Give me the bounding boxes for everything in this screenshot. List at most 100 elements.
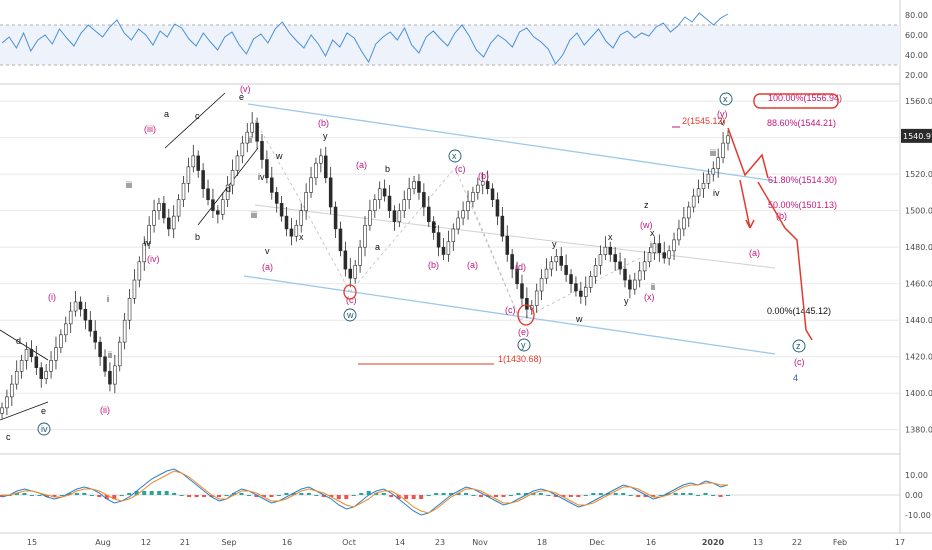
connector-line bbox=[469, 199, 521, 321]
macd-hist-bar bbox=[14, 493, 19, 495]
candle-body bbox=[93, 330, 97, 343]
macd-hist-bar bbox=[187, 495, 192, 497]
wave-label-z: z bbox=[644, 200, 649, 210]
macd-hist-bar bbox=[696, 495, 701, 496]
candle-body bbox=[441, 246, 446, 255]
candle-body bbox=[490, 188, 495, 201]
candle-body bbox=[525, 297, 529, 310]
wave-label-iv: iv bbox=[144, 238, 151, 248]
x-tick-label: 13 bbox=[753, 538, 763, 547]
wave-label-i: i bbox=[107, 294, 109, 304]
candle-body bbox=[471, 192, 475, 202]
macd-hist-bar bbox=[119, 495, 124, 496]
macd-hist-bar bbox=[74, 493, 79, 495]
candle-body bbox=[68, 310, 73, 325]
candle-body bbox=[181, 182, 186, 201]
candle-body bbox=[230, 170, 235, 186]
x-tick-label: Nov bbox=[472, 538, 488, 547]
rsi-tick-label: 60.00 bbox=[905, 31, 928, 40]
wave-label-d: d bbox=[16, 336, 21, 346]
macd-hist-bar bbox=[486, 495, 491, 497]
candle-body bbox=[211, 199, 215, 211]
candle-body bbox=[628, 279, 632, 290]
macd-hist-bar bbox=[434, 493, 439, 495]
candle-body bbox=[0, 407, 4, 414]
wave-label-iv: iv bbox=[713, 188, 720, 198]
macd-hist-bar bbox=[149, 491, 154, 495]
candle-body bbox=[539, 277, 544, 292]
fib-label: 2(1545.12) bbox=[682, 116, 726, 126]
macd-hist-bar bbox=[0, 495, 4, 497]
circled-wave-iv bbox=[37, 422, 51, 436]
price-tick-label: 1420.00 bbox=[905, 353, 932, 362]
candle-body bbox=[618, 261, 622, 270]
candle-body bbox=[691, 195, 696, 208]
candle-body bbox=[279, 203, 284, 217]
connector-line bbox=[519, 257, 641, 321]
macd-hist-bar bbox=[703, 493, 708, 495]
candle-body bbox=[407, 188, 411, 201]
wave-label-b: b bbox=[195, 232, 200, 242]
fib-label: 50.00%(1501.13) bbox=[768, 200, 837, 210]
macd-hist-bar bbox=[261, 495, 266, 497]
macd-hist-bar bbox=[479, 495, 484, 497]
wave-label-e: e bbox=[41, 406, 46, 416]
candle-body bbox=[397, 210, 402, 222]
candle-body bbox=[220, 199, 225, 215]
macd-hist-bar bbox=[127, 493, 132, 495]
macd-hist-bar bbox=[59, 495, 64, 496]
macd-hist-bar bbox=[583, 495, 588, 496]
candlestick-series: 1560.001540.001520.001500.001480.001460.… bbox=[0, 97, 932, 435]
wave-label-w: w bbox=[575, 314, 583, 324]
candle-body bbox=[167, 217, 171, 230]
macd-panel: 10.00 0.00 -10.00 bbox=[0, 468, 931, 520]
candle-body bbox=[59, 334, 63, 348]
candle-body bbox=[686, 206, 691, 219]
macd-hist-bar bbox=[104, 495, 109, 499]
wave-label-(a): (a) bbox=[467, 260, 478, 270]
wave-label-ii: ii bbox=[108, 350, 112, 360]
wave-label-(c): (c) bbox=[346, 295, 357, 305]
candle-body bbox=[633, 279, 637, 290]
candle-body bbox=[574, 283, 578, 292]
candle-body bbox=[368, 210, 372, 226]
candle-body bbox=[637, 270, 642, 281]
wedge-line bbox=[0, 401, 49, 421]
candle-body bbox=[466, 201, 470, 211]
wave-label-d: d bbox=[226, 184, 231, 194]
macd-hist-bar bbox=[37, 495, 42, 496]
macd-hist-bar bbox=[142, 491, 147, 495]
candle-body bbox=[122, 319, 127, 343]
wave-label-(b): (b) bbox=[428, 260, 439, 270]
circled-wave-x bbox=[719, 92, 733, 106]
wave-label-(iii): (iii) bbox=[144, 124, 156, 134]
candle-body bbox=[338, 228, 343, 252]
candle-body bbox=[255, 122, 259, 142]
candle-body bbox=[186, 166, 191, 184]
candle-body bbox=[147, 224, 151, 244]
candle-body bbox=[373, 199, 377, 211]
wave-label-y: y bbox=[624, 296, 629, 306]
wave-label-(a): (a) bbox=[749, 248, 760, 258]
candle-body bbox=[83, 308, 88, 321]
macd-hist-bar bbox=[254, 495, 259, 497]
wave-label-v: v bbox=[265, 246, 270, 256]
x-tick-label: 12 bbox=[141, 538, 151, 547]
wave-label-(w): (w) bbox=[640, 220, 653, 230]
circled-wave-label-y: y bbox=[521, 340, 526, 350]
candle-body bbox=[436, 232, 441, 248]
macd-hist-bar bbox=[516, 493, 521, 495]
candle-body bbox=[44, 371, 48, 379]
pivot-highlight bbox=[343, 284, 357, 300]
macd-hist-bar bbox=[239, 493, 244, 495]
x-tick-label: 18 bbox=[537, 538, 547, 547]
macd-hist-bar bbox=[217, 495, 222, 497]
macd-hist-bar bbox=[718, 495, 723, 497]
macd-hist-bar bbox=[441, 493, 446, 495]
candle-body bbox=[54, 347, 58, 361]
price-channel bbox=[0, 92, 776, 421]
candle-body bbox=[73, 301, 78, 312]
x-tick-label: Aug bbox=[95, 538, 111, 547]
x-tick-label: 21 bbox=[180, 538, 190, 547]
